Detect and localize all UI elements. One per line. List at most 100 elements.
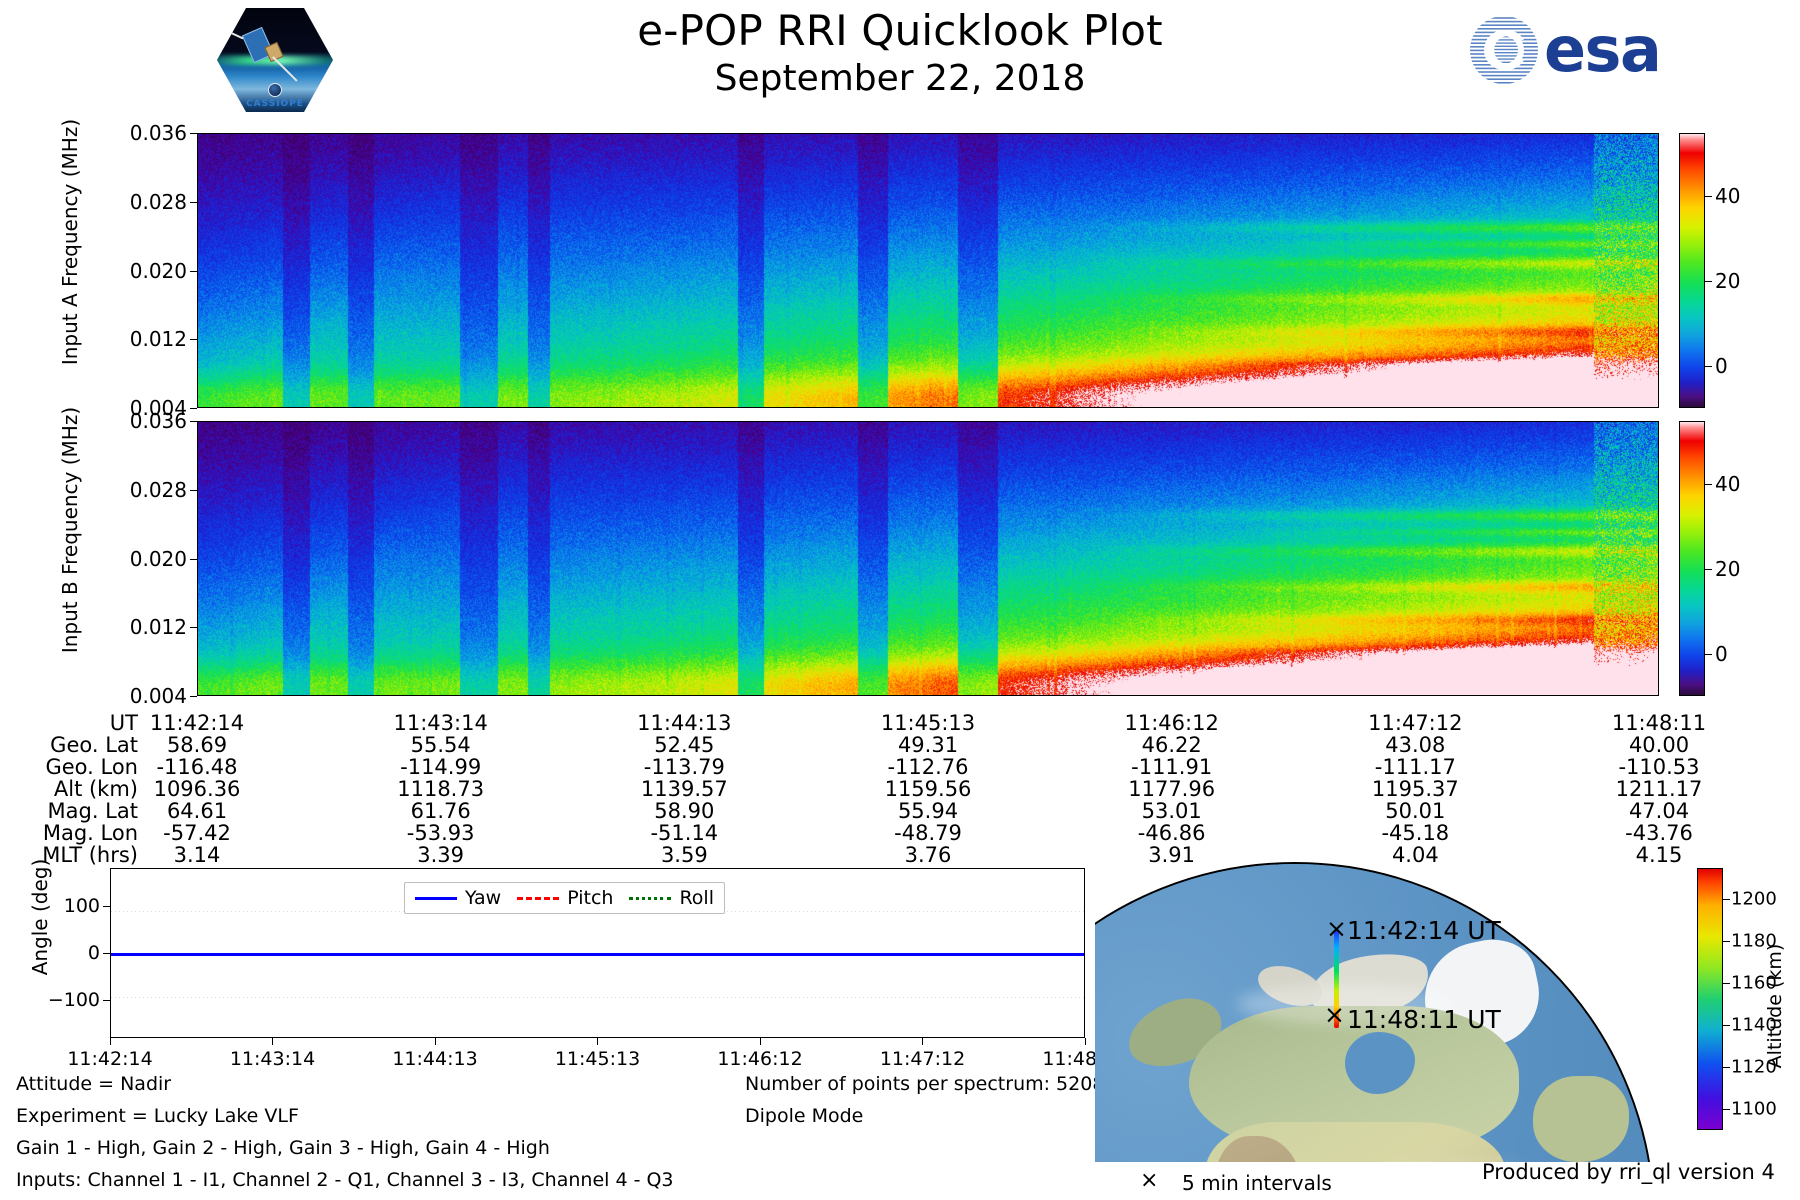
- table-row-label: Geo. Lat: [50, 733, 138, 757]
- western-europe: [1533, 1076, 1629, 1162]
- gridline: [111, 997, 1084, 998]
- table-row-label: UT: [109, 711, 138, 735]
- colorbar-tick-mark: [1705, 196, 1712, 198]
- colorbar-tick-mark: [1723, 941, 1730, 943]
- axis-tick-mark: [190, 133, 197, 134]
- table-cell: -57.42: [163, 821, 231, 845]
- table-cell: -45.18: [1381, 821, 1450, 845]
- table-cell: 1139.57: [640, 777, 728, 801]
- colorbar-b: [1679, 421, 1705, 696]
- table-row: Geo. Lat 58.69 55.54 52.45 49.31 46.22 43.08 40…: [0, 734, 1800, 756]
- spectrogram-b-panel[interactable]: [197, 421, 1659, 696]
- altitude-colorbar: [1697, 868, 1723, 1130]
- table-cell: 1159.56: [884, 777, 972, 801]
- legend-label: Roll: [679, 887, 714, 909]
- axis-tick-mark: [434, 1038, 436, 1045]
- axis-tick-mark: [103, 953, 110, 954]
- table-cell: 11:44:13: [637, 711, 732, 735]
- axis-tick-mark: [190, 201, 197, 203]
- table-row: UT 11:42:14 11:43:14 11:44:13 11:45:13 11:46:…: [0, 712, 1800, 734]
- cassiope-seal: [268, 83, 282, 97]
- table-cell: 11:43:14: [393, 711, 488, 735]
- axis-tick-label: 0.028: [129, 477, 187, 502]
- table-cell: -43.76: [1625, 821, 1693, 845]
- colorbar-tick-mark: [1723, 1025, 1730, 1027]
- hudson-bay: [1345, 1032, 1415, 1094]
- table-row-label: MLT (hrs): [42, 843, 138, 867]
- axis-tick-label: 0.020: [129, 258, 187, 283]
- axis-tick-mark: [1084, 1038, 1086, 1045]
- table-cell: 58.90: [654, 799, 715, 823]
- page-title: e-POP RRI Quicklook Plot: [637, 6, 1163, 55]
- table-cell: -110.53: [1618, 755, 1700, 779]
- table-row-label: Mag. Lat: [47, 799, 138, 823]
- spectrogram-b-ylabel: Input B Frequency (MHz): [58, 406, 82, 654]
- axis-tick-label: 0.004: [129, 396, 187, 420]
- table-cell: 4.15: [1635, 843, 1683, 867]
- colorbar-tick-label: 1120: [1731, 1056, 1777, 1078]
- axis-tick-mark: [103, 1000, 110, 1002]
- table-cell: 11:46:12: [1124, 711, 1219, 735]
- colorbar-tick-label: 40: [1715, 184, 1741, 209]
- legend-item[interactable]: Pitch: [517, 887, 613, 909]
- table-cell: 53.01: [1141, 799, 1202, 823]
- page-subtitle: September 22, 2018: [714, 58, 1086, 99]
- table-cell: 55.94: [897, 799, 959, 823]
- colorbar-tick-mark: [1705, 653, 1712, 655]
- axis-tick-mark: [759, 1038, 761, 1045]
- table-cell: -111.91: [1131, 755, 1213, 779]
- table-row: Geo. Lon -116.48 -114.99 -113.79 -112.76 -111…: [0, 756, 1800, 778]
- table-row-label: Alt (km): [53, 777, 138, 801]
- table-cell: 47.04: [1628, 799, 1690, 823]
- colorbar-tick-label: 40: [1715, 472, 1741, 497]
- table-cell: 3.14: [173, 843, 221, 867]
- axis-tick-mark: [922, 1038, 923, 1045]
- legend-item[interactable]: Yaw: [415, 887, 501, 909]
- legend-label: Yaw: [465, 887, 502, 909]
- table-cell: -53.93: [406, 821, 475, 845]
- ground-track-map[interactable]: × 11:42:14 UT × 11:48:11 UT: [1095, 862, 1675, 1162]
- table-cell: 1177.96: [1128, 777, 1216, 801]
- table-cell: 61.76: [410, 799, 471, 823]
- spectrogram-a-panel[interactable]: [197, 133, 1659, 408]
- spectrogram-a-ylabel: Input A Frequency (MHz): [58, 118, 82, 366]
- track-start-label: 11:42:14 UT: [1347, 916, 1501, 945]
- axis-tick-label: 100: [63, 894, 100, 917]
- axis-tick-label: 0.020: [129, 546, 187, 571]
- footer-points-line: Number of points per spectrum: 5208: [745, 1073, 1105, 1095]
- table-cell: 11:47:12: [1368, 711, 1463, 735]
- track-end-label: 11:48:11 UT: [1347, 1005, 1501, 1034]
- axis-tick-mark: [190, 558, 197, 560]
- attitude-plot-panel[interactable]: [110, 868, 1085, 1038]
- table-cell: -112.76: [887, 755, 969, 779]
- esa-wordmark: esa: [1544, 13, 1662, 86]
- table-row: MLT (hrs) 3.14 3.39 3.59 3.76 3.91 4.04 4.15: [0, 844, 1800, 866]
- colorbar-tick-mark: [1723, 983, 1730, 985]
- esa-logo: esa: [1468, 14, 1698, 88]
- table-cell: 3.39: [417, 843, 465, 867]
- table-cell: -114.99: [400, 755, 482, 779]
- table-cell: -48.79: [894, 821, 962, 845]
- axis-tick-mark: [190, 489, 197, 491]
- colorbar-tick-label: 0: [1715, 353, 1728, 378]
- axis-tick-label: 0.004: [129, 684, 187, 708]
- table-cell: 52.45: [654, 733, 715, 757]
- axis-tick-mark: [190, 696, 197, 697]
- colorbar-tick-label: 0: [1715, 641, 1728, 666]
- legend-swatch: [415, 896, 457, 900]
- altitude-colorbar-title: Altitude (km): [1764, 943, 1786, 1069]
- table-cell: 4.04: [1391, 843, 1439, 867]
- legend-label: Pitch: [567, 887, 614, 909]
- table-cell: 64.61: [166, 799, 228, 823]
- colorbar-tick-label: 20: [1715, 557, 1741, 582]
- satellite-boom: [219, 27, 244, 40]
- legend-item[interactable]: Roll: [629, 887, 714, 909]
- ephemeris-table: UT 11:42:14 11:43:14 11:44:13 11:45:13 11:46:…: [0, 712, 1800, 866]
- table-cell: 1096.36: [153, 777, 241, 801]
- attitude-ylabel: Angle (deg): [28, 858, 52, 976]
- legend-swatch: [629, 896, 672, 900]
- table-cell: 3.91: [1148, 843, 1196, 867]
- cassiope-logo: CASSIOPE: [213, 4, 337, 116]
- footer-inputs-line: Inputs: Channel 1 - I1, Channel 2 - Q1, …: [16, 1169, 674, 1191]
- table-cell: 40.00: [1628, 733, 1690, 757]
